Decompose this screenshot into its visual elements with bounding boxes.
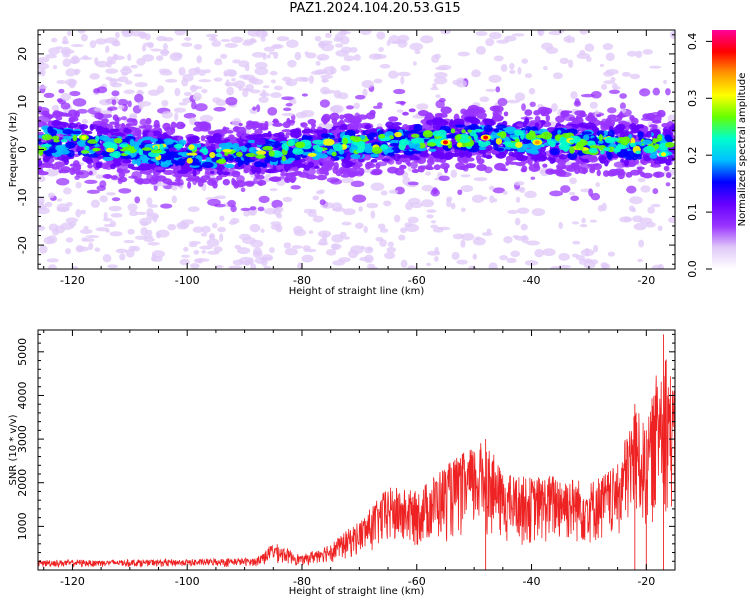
y-axis-label: SNR (10 * v/v): [8, 414, 19, 485]
figure-title: PAZ1.2024.104.20.53.G15: [289, 1, 461, 16]
heatmap-peak-core: [534, 140, 540, 145]
x-tick-label: -100: [175, 274, 200, 287]
x-tick-label: -40: [523, 575, 541, 588]
y-tick-label: 20: [16, 47, 29, 61]
x-tick-label: -60: [408, 274, 426, 287]
heatmap-peak-core: [661, 152, 667, 157]
y-tick-label: -10: [16, 188, 29, 206]
y-tick-label: 10: [16, 95, 29, 109]
x-tick-label: -40: [523, 274, 541, 287]
colorbar: [712, 30, 736, 269]
snr-frame: [37, 329, 676, 571]
y-tick-label: 0: [16, 146, 29, 153]
x-tick-label: -60: [408, 575, 426, 588]
x-axis-label: Height of straight line (km): [289, 586, 425, 597]
x-tick-label: -20: [637, 274, 655, 287]
x-axis-label: Height of straight line (km): [289, 286, 425, 297]
y-tick-label: 1000: [16, 512, 29, 540]
x-tick-label: -100: [175, 575, 200, 588]
colorbar-tick-label: 0.2: [686, 146, 699, 164]
colorbar-tick-label: 0.4: [686, 33, 699, 51]
x-tick-label: -120: [60, 575, 85, 588]
x-tick-label: -20: [637, 575, 655, 588]
y-axis-label: Frequency (Hz): [8, 112, 19, 188]
colorbar-tick-label: 0.3: [686, 90, 699, 108]
heatmap-peak-core: [442, 140, 448, 145]
y-tick-label: 2000: [16, 469, 29, 497]
y-tick-label: 4000: [16, 381, 29, 409]
colorbar-tick-label: 0.0: [686, 260, 699, 278]
colorbar-tick-label: 0.1: [686, 203, 699, 221]
y-tick-label: 3000: [16, 425, 29, 453]
snr-line: [38, 359, 675, 568]
y-tick-label: -20: [16, 236, 29, 254]
y-tick-label: 5000: [16, 338, 29, 366]
heatmap-peak-core: [483, 135, 489, 140]
heatmap-area: [38, 30, 675, 269]
colorbar-label: Normalized spectral amplitude: [737, 73, 748, 227]
heatmap-peak-core: [81, 135, 87, 140]
x-tick-label: -120: [60, 274, 85, 287]
x-tick-label: -80: [293, 575, 311, 588]
x-tick-label: -80: [293, 274, 311, 287]
